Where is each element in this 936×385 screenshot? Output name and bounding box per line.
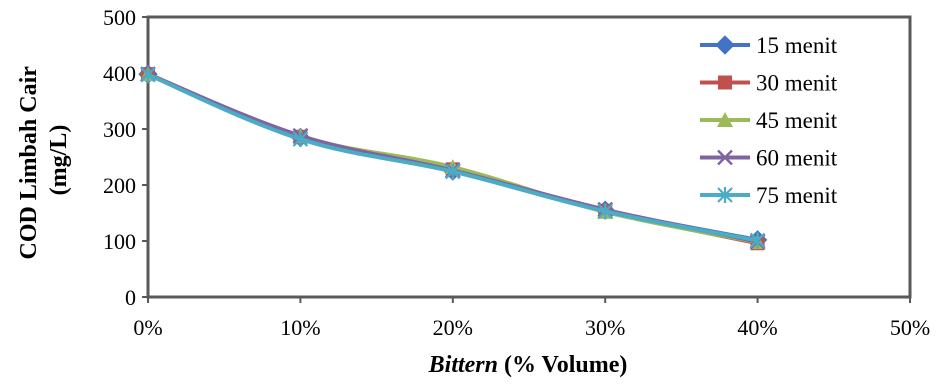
legend: 15 menit 30 menit 45 menit 60 menit 75 menit	[700, 33, 838, 208]
data-point-75-menit	[597, 203, 613, 220]
data-point-75-menit	[749, 232, 766, 249]
x-axis-title-italic: Bittern	[428, 352, 498, 378]
y-tick-label: 0	[125, 285, 136, 310]
y-tick-label: 100	[103, 229, 136, 254]
legend-item-75-menit: 75 menit	[700, 183, 838, 208]
x-tick-label: 40%	[737, 315, 777, 340]
plot-area	[146, 15, 912, 299]
legend-label: 60 menit	[756, 146, 838, 171]
y-tick-label: 300	[103, 117, 136, 142]
legend-item-15-menit: 15 menit	[700, 33, 838, 58]
series-75-menit	[140, 66, 766, 249]
x-tick-label: 30%	[585, 315, 625, 340]
plot-border	[146, 15, 912, 299]
y-tick-label: 500	[103, 5, 136, 30]
x-tick-label: 0%	[133, 315, 162, 340]
x-tick-label: 10%	[280, 315, 320, 340]
legend-label: 30 menit	[756, 71, 838, 96]
data-point-75-menit	[445, 163, 461, 180]
y-axis: 0 100 200 300 400 500	[103, 5, 148, 310]
x-axis-title-rest: (% Volume)	[498, 352, 627, 378]
legend-label: 45 menit	[756, 108, 838, 133]
y-axis-title-line1: COD Limbah Cair	[16, 66, 42, 260]
y-tick-label: 400	[103, 61, 136, 86]
legend-item-45-menit: 45 menit	[700, 108, 838, 133]
legend-label: 15 menit	[756, 33, 838, 58]
y-axis-title-line2: (mg/L)	[46, 125, 72, 196]
data-point-75-menit	[140, 66, 156, 83]
legend-marker	[717, 187, 733, 203]
legend-marker	[717, 149, 733, 166]
legend-item-60-menit: 60 menit	[700, 146, 838, 171]
x-axis: 0% 10% 20% 30% 40% 50%	[133, 297, 930, 340]
legend-item-30-menit: 30 menit	[700, 71, 838, 96]
legend-marker	[715, 35, 735, 55]
x-axis-title: Bittern (% Volume)	[428, 352, 628, 378]
legend-label: 75 menit	[756, 183, 838, 208]
x-tick-label: 50%	[890, 315, 930, 340]
legend-marker	[717, 112, 733, 127]
legend-marker	[718, 75, 732, 90]
y-tick-label: 200	[103, 173, 136, 198]
series-layer	[138, 64, 768, 251]
x-tick-label: 20%	[433, 315, 473, 340]
y-axis-title: COD Limbah Cair (mg/L)	[16, 61, 72, 260]
data-point-75-menit	[292, 131, 309, 148]
